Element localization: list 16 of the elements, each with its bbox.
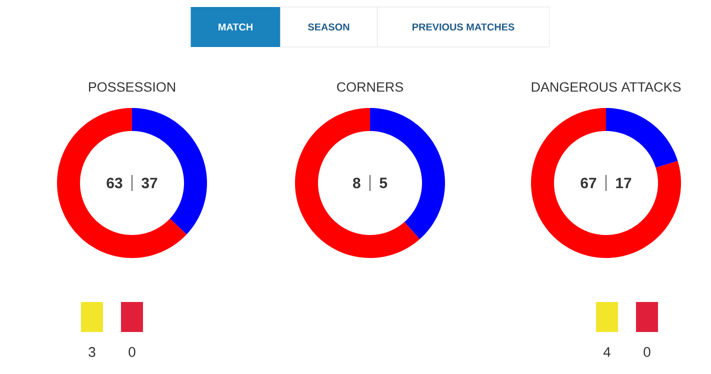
data-label: 3 <box>88 347 96 357</box>
data-label: 0 <box>128 347 136 357</box>
chart-title: POSSESSION <box>89 82 176 92</box>
text: PREVIOUS MATCHES <box>412 23 514 31</box>
data-label: 8 <box>352 178 360 188</box>
data-label: 4 <box>603 347 610 357</box>
data-label: 37 <box>142 178 158 188</box>
data-label: 67 <box>580 178 596 188</box>
data-label: 5 <box>380 178 388 188</box>
data-label: 0 <box>644 347 650 357</box>
data-label: 17 <box>616 178 632 188</box>
text: MATCH <box>218 23 252 31</box>
chart-title: CORNERS <box>337 82 404 92</box>
data-label: 63 <box>106 178 122 188</box>
text: SEASON <box>308 23 350 31</box>
chart-title: DANGEROUS ATTACKS <box>532 82 681 92</box>
